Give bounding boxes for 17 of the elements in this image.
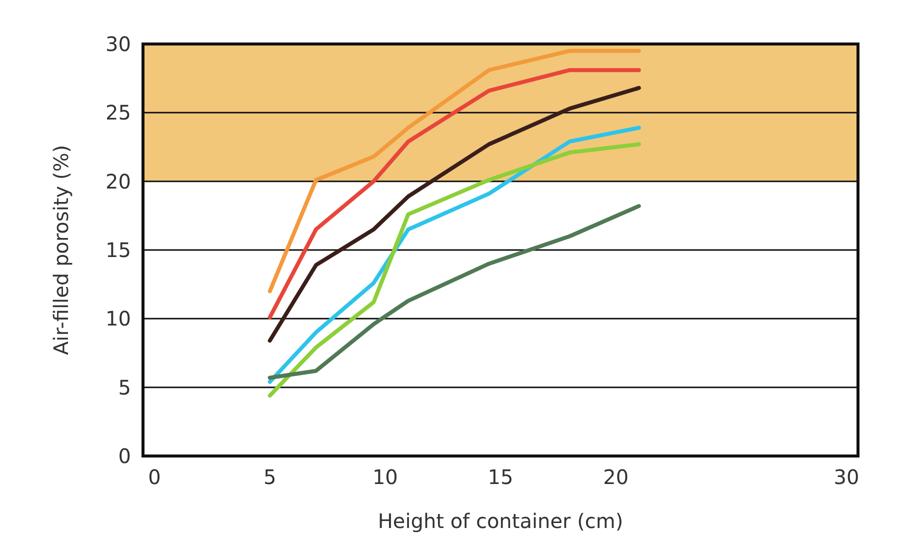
x-axis-title: Height of container (cm) <box>378 509 624 533</box>
y-axis-title: Air-filled porosity (%) <box>49 144 73 356</box>
x-tick-label: 30 <box>834 465 860 489</box>
x-tick-label: 20 <box>603 465 629 489</box>
y-tick-label: 20 <box>106 169 131 194</box>
x-tick-label: 15 <box>488 465 514 489</box>
line-series <box>268 48 641 294</box>
y-tick-label: 10 <box>106 306 131 331</box>
line-series <box>268 204 641 380</box>
y-tick-label: 15 <box>106 238 131 262</box>
y-tick-label: 0 <box>118 444 131 468</box>
y-tick-label: 5 <box>118 375 131 400</box>
x-tick-label: 0 <box>148 465 161 489</box>
y-tick-label: 30 <box>106 32 131 56</box>
x-tick-label: 5 <box>263 465 276 489</box>
x-tick-label: 10 <box>372 465 398 489</box>
y-tick-label: 25 <box>106 100 131 125</box>
